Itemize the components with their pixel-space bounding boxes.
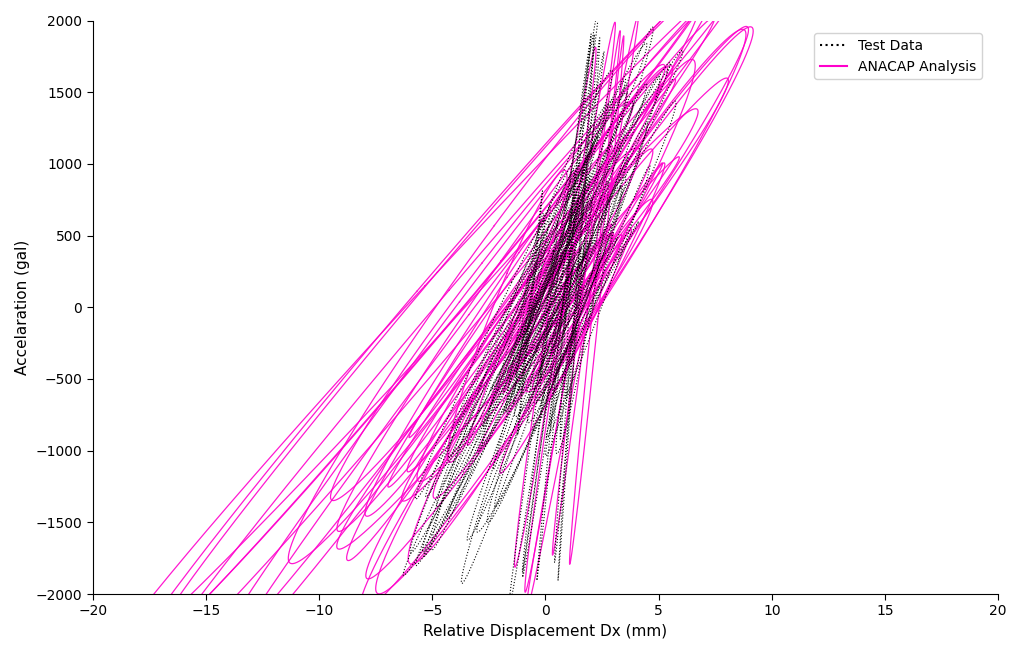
X-axis label: Relative Displacement Dx (mm): Relative Displacement Dx (mm) [423,624,667,639]
Y-axis label: Accelaration (gal): Accelaration (gal) [15,239,30,375]
Legend: Test Data, ANACAP Analysis: Test Data, ANACAP Analysis [814,33,982,79]
